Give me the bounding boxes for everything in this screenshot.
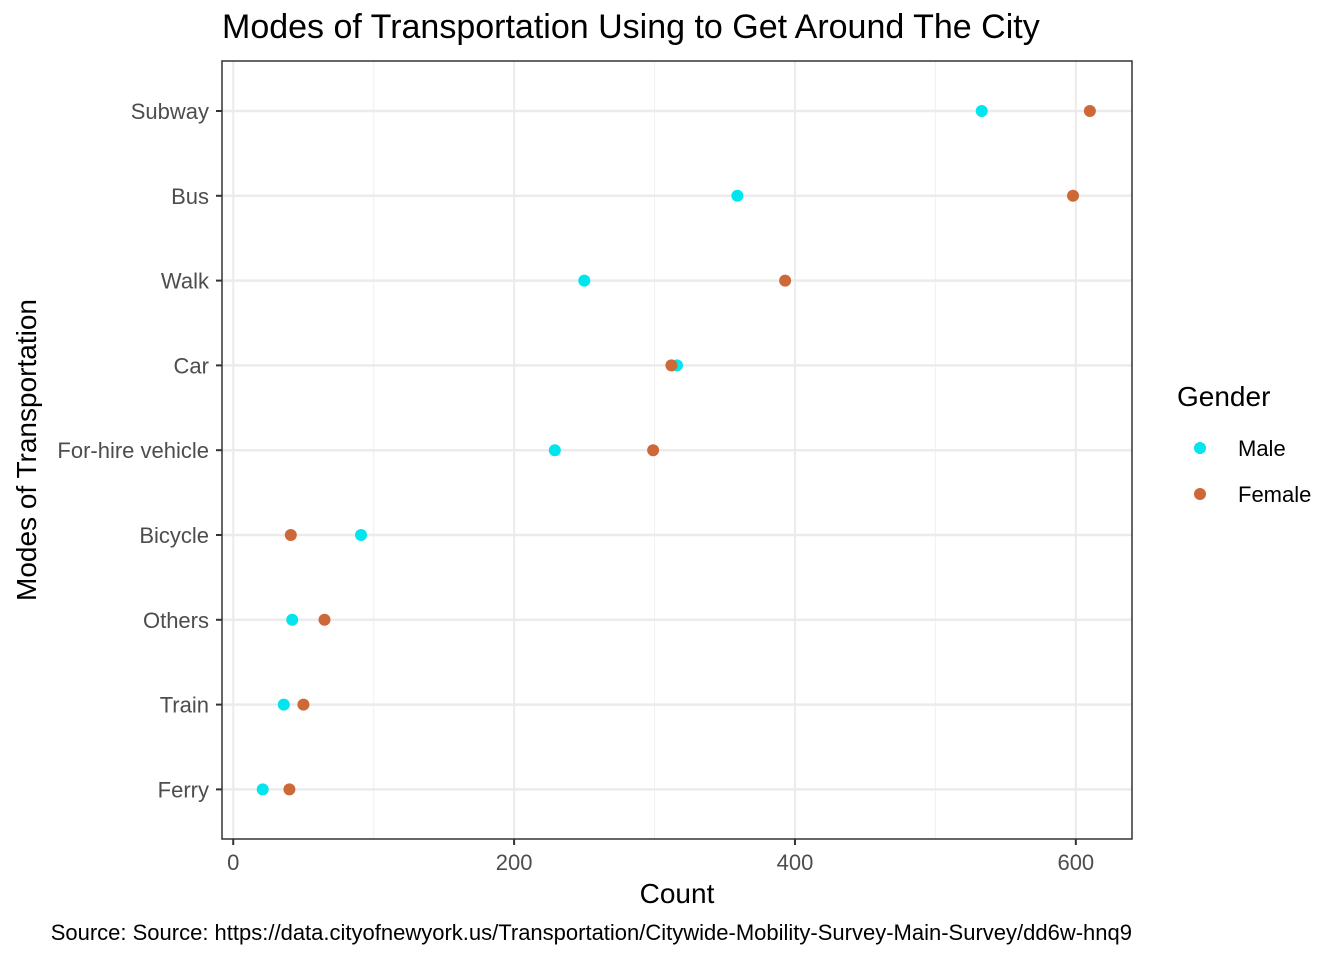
x-tick-label: 200	[496, 850, 533, 875]
plot-panel	[222, 61, 1132, 839]
panel-border	[221, 60, 1133, 840]
point-male-walk	[578, 274, 591, 287]
point-female-subway	[1083, 105, 1096, 117]
point-female-car	[665, 359, 678, 372]
x-tick-label: 600	[1057, 850, 1094, 875]
x-axis-ticks: 0 200 400 600	[227, 839, 1094, 875]
source-caption: Source: Source: https://data.cityofnewyo…	[51, 920, 1132, 945]
legend-key-female	[1194, 488, 1206, 500]
x-tick-label: 0	[227, 850, 239, 875]
y-tick-label: Subway	[131, 99, 209, 124]
legend-title: Gender	[1177, 381, 1270, 412]
y-tick-label: Train	[160, 693, 209, 718]
y-tick-label: Bus	[171, 184, 209, 209]
data-points	[256, 105, 1096, 796]
point-male-for-hire-vehicle	[548, 444, 561, 457]
point-male-others	[286, 613, 299, 626]
legend-label-female: Female	[1238, 482, 1311, 507]
point-male-ferry	[256, 783, 269, 796]
y-tick-label: Others	[143, 608, 209, 633]
y-tick-label: Ferry	[158, 777, 209, 802]
chart-title: Modes of Transportation Using to Get Aro…	[222, 8, 1040, 46]
x-axis-title: Count	[640, 878, 715, 909]
point-male-bus	[731, 189, 744, 202]
point-female-bus	[1067, 189, 1080, 202]
y-axis-ticks: Subway Bus Walk Car For-hire vehicle Bicycle O…	[57, 99, 222, 802]
legend-label-male: Male	[1238, 436, 1286, 461]
point-male-train	[277, 698, 290, 711]
point-female-bicycle	[284, 529, 297, 541]
point-male-bicycle	[355, 529, 368, 541]
point-female-train	[297, 698, 310, 711]
legend: Gender Male Female	[1177, 381, 1311, 507]
y-tick-label: Walk	[161, 269, 210, 294]
point-female-walk	[779, 274, 792, 287]
x-tick-label: 400	[777, 850, 814, 875]
legend-key-male	[1194, 442, 1206, 454]
y-tick-label: For-hire vehicle	[57, 438, 209, 463]
point-male-subway	[975, 105, 988, 117]
point-female-for-hire-vehicle	[647, 444, 660, 457]
y-tick-label: Bicycle	[139, 523, 209, 548]
y-axis-title: Modes of Transportation	[11, 299, 42, 601]
point-female-ferry	[283, 783, 296, 796]
point-female-others	[318, 613, 331, 626]
y-tick-label: Car	[174, 353, 209, 378]
